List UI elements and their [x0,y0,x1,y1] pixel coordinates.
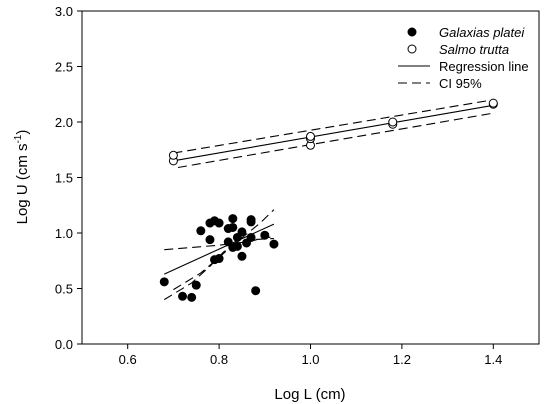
y-tick-label: 1.0 [55,226,73,241]
y-tick-label: 0.5 [55,282,73,297]
regression-lines [163,99,494,301]
regression-line [164,223,275,275]
galaxias-point [246,232,256,242]
galaxias-point [232,241,242,251]
ci-upper-line [173,209,275,291]
galaxias-point [191,280,201,290]
x-tick-label: 0.8 [210,352,228,367]
legend: Galaxias platei Salmo trutta Regression li… [398,25,529,91]
x-tick-label: 1.4 [484,352,502,367]
galaxias-point [251,286,261,296]
salmo-point [168,150,178,160]
ci-upper-line [173,99,494,154]
galaxias-point [269,239,279,249]
galaxias-point [214,218,224,228]
ci-lower-line [177,112,494,169]
y-tick-label: 3.0 [55,4,73,19]
y-tick-label: 2.0 [55,115,73,130]
legend-marker [407,44,417,54]
legend-label: Galaxias platei [439,25,525,40]
galaxias-point [260,230,270,240]
salmo-point [306,131,315,141]
galaxias-point [205,235,215,245]
galaxias-point [228,222,238,232]
galaxias-point [246,215,256,225]
data-points [159,98,498,302]
y-tick-label: 2.5 [55,60,73,75]
salmo-point [488,98,498,108]
legend-marker [407,27,417,37]
galaxias-point [196,226,206,236]
legend-label: Regression line [439,59,529,74]
salmo-point [388,117,398,127]
galaxias-point [178,291,188,301]
galaxias-point [159,277,169,287]
ci-band-line [164,235,275,251]
regression-line [173,104,494,162]
x-tick-label: 0.6 [119,352,137,367]
galaxias-point [237,227,247,237]
y-axis-label: Log U (cm s-1) [13,130,31,225]
x-tick-label: 1.2 [393,352,411,367]
galaxias-point [187,292,197,302]
y-tick-label: 0.0 [55,337,73,352]
y-tick-label: 1.5 [55,171,73,186]
x-tick-label: 1.0 [301,352,319,367]
galaxias-point [237,251,247,261]
legend-label: CI 95% [439,76,482,91]
galaxias-point [228,214,238,224]
axis-ticks: 0.6 0.8 1.0 1.2 1.4 0.0 0.5 1.0 1.5 2.0 2.5 3.0 [55,4,502,367]
galaxias-point [214,254,224,264]
x-axis-label: Log L (cm) [274,386,345,403]
legend-label: Salmo trutta [439,42,509,57]
